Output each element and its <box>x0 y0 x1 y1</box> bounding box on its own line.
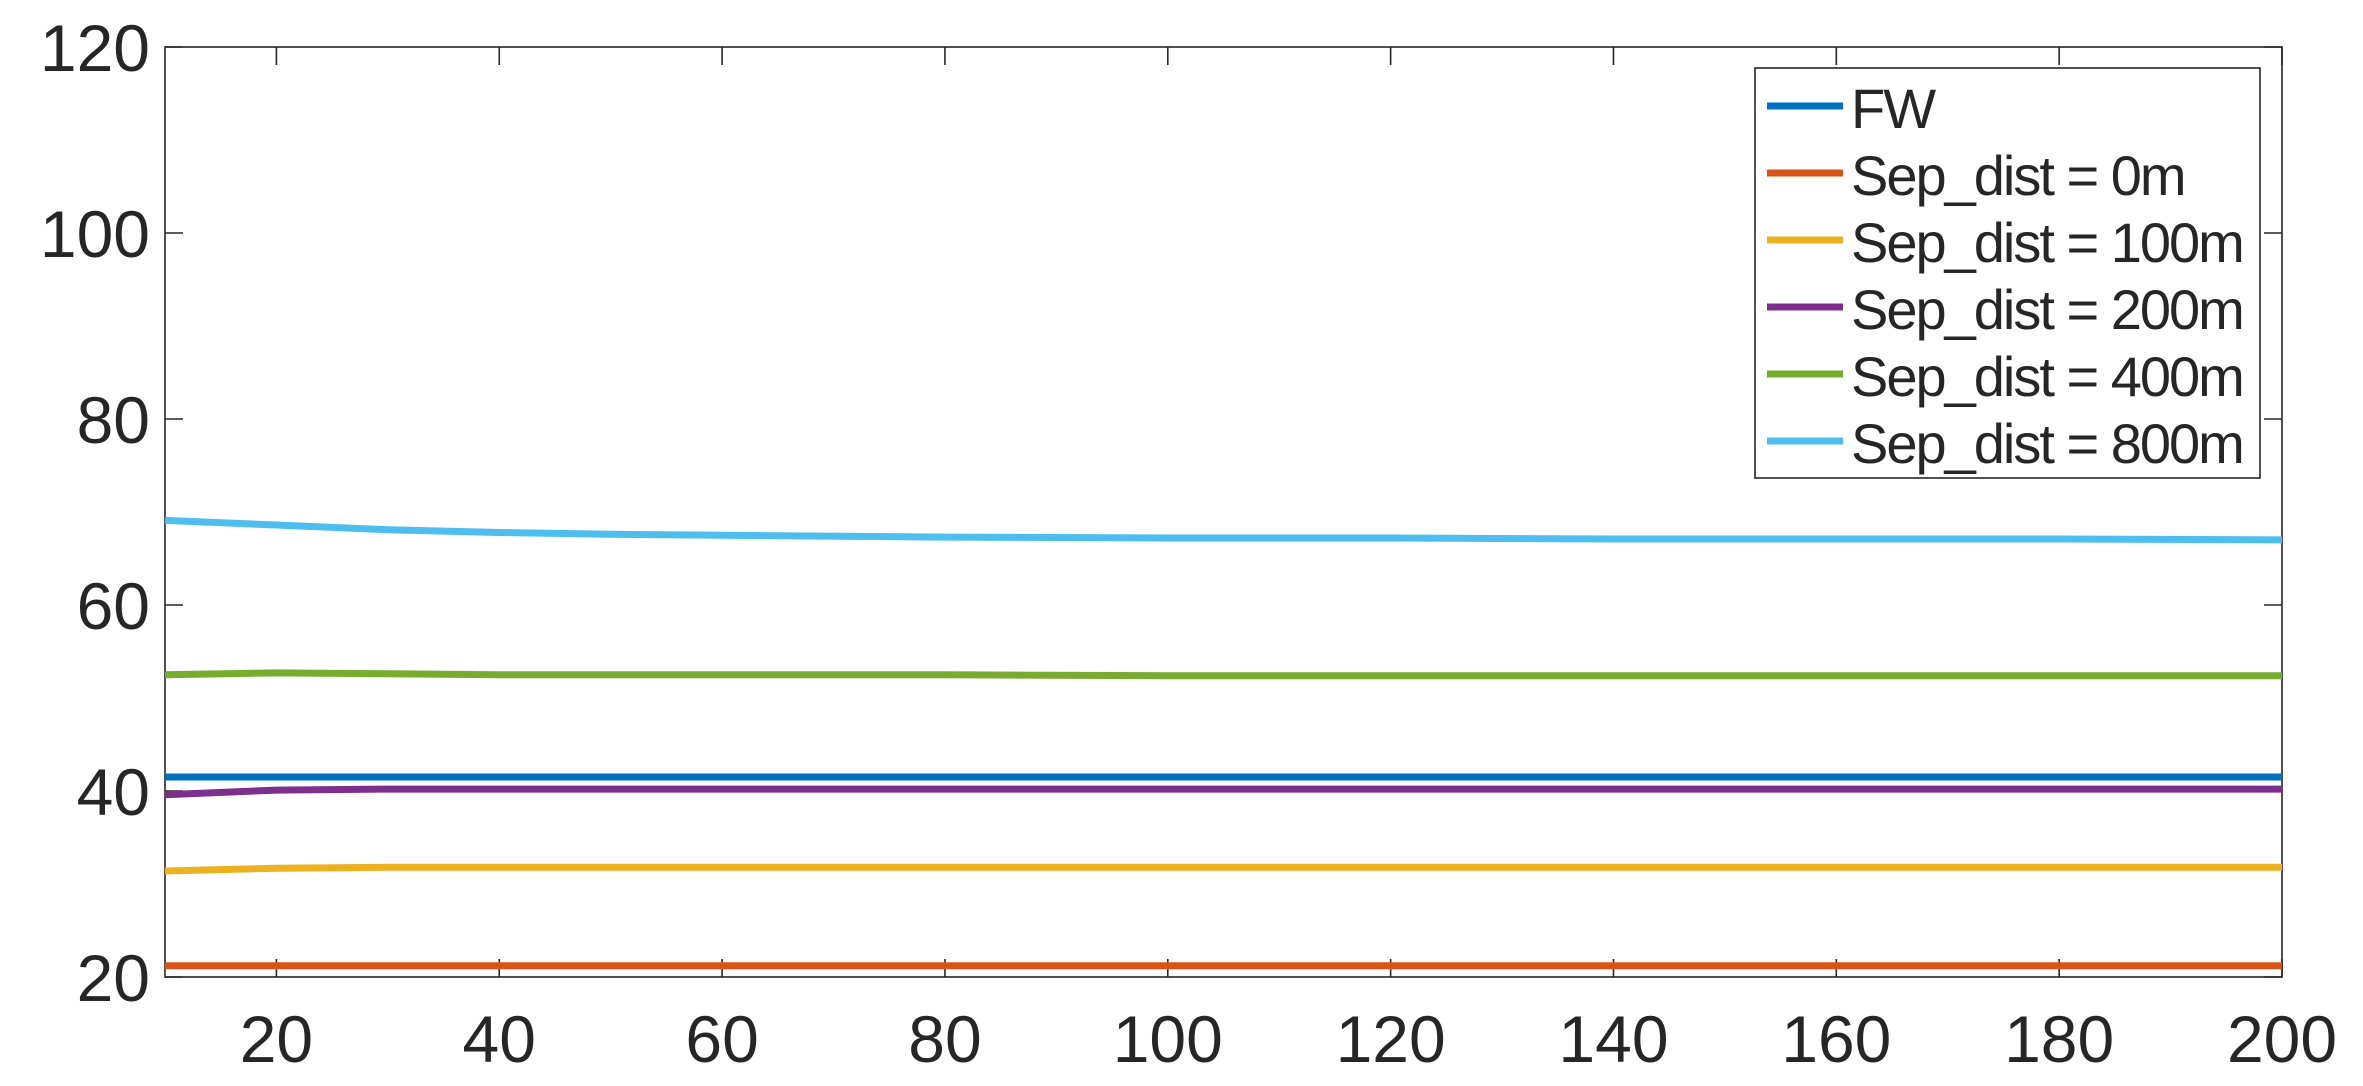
series-line-5 <box>164 516 2283 544</box>
x-tick-label: 20 <box>240 1002 313 1076</box>
x-tick-label: 160 <box>1781 1002 1891 1076</box>
series-group <box>164 516 2283 970</box>
y-tick-label: 80 <box>77 383 150 457</box>
legend-label: FW <box>1851 77 1936 140</box>
x-tick-label: 40 <box>463 1002 536 1076</box>
series-line-4 <box>164 669 2282 680</box>
x-tick-label: 200 <box>2227 1002 2337 1076</box>
x-tick-label: 60 <box>685 1002 758 1076</box>
legend-label: Sep_dist = 400m <box>1851 345 2243 408</box>
y-tick-label: 60 <box>77 569 150 643</box>
x-tick-label: 140 <box>1558 1002 1668 1076</box>
x-tick-label: 100 <box>1113 1002 1223 1076</box>
axes: 20 40 60 80 100 120 140 160 180 200 20 40 60 80 100 120 <box>40 11 2337 1076</box>
y-tick-label: 20 <box>77 941 150 1015</box>
y-tick-label: 40 <box>77 755 150 829</box>
legend-label: Sep_dist = 0m <box>1851 144 2185 207</box>
series-line-3 <box>164 785 2282 799</box>
axes-box <box>164 46 2283 978</box>
x-tick-label: 80 <box>908 1002 981 1076</box>
x-tick-label: 120 <box>1336 1002 1446 1076</box>
legend-label: Sep_dist = 200m <box>1851 278 2243 341</box>
series-line-2 <box>164 863 2282 875</box>
legend-label: Sep_dist = 100m <box>1851 211 2243 274</box>
y-tick-label: 100 <box>40 197 150 271</box>
x-tick-label: 180 <box>2004 1002 2114 1076</box>
y-tick-label: 120 <box>40 11 150 85</box>
legend-label: Sep_dist = 800m <box>1851 412 2243 475</box>
legend-box <box>1754 67 2261 479</box>
